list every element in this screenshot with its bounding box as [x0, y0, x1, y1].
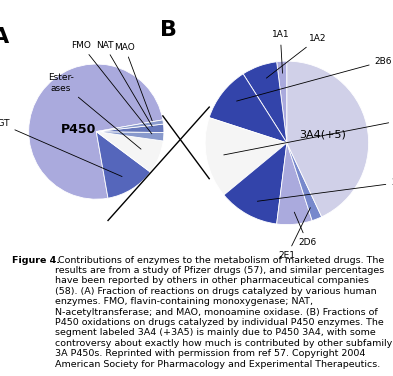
- Text: 2C19: 2C19: [257, 177, 393, 201]
- Text: 1A2: 1A2: [266, 34, 327, 78]
- Wedge shape: [96, 132, 164, 141]
- Text: Figure 4.: Figure 4.: [12, 256, 60, 265]
- Wedge shape: [96, 132, 151, 198]
- Text: NAT: NAT: [95, 41, 152, 126]
- Text: Ester-
ases: Ester- ases: [48, 73, 141, 149]
- Wedge shape: [205, 118, 287, 195]
- Wedge shape: [96, 124, 164, 133]
- Text: UGT: UGT: [0, 119, 122, 177]
- Wedge shape: [96, 132, 163, 172]
- Wedge shape: [224, 143, 287, 224]
- Text: A: A: [0, 27, 9, 47]
- Wedge shape: [287, 61, 369, 217]
- Text: 2D6: 2D6: [294, 212, 316, 247]
- Wedge shape: [287, 143, 322, 221]
- Wedge shape: [209, 74, 287, 143]
- Text: 3A4(+5): 3A4(+5): [299, 130, 346, 140]
- Text: 2E1: 2E1: [278, 208, 310, 260]
- Wedge shape: [243, 62, 287, 143]
- Wedge shape: [277, 143, 312, 224]
- Text: 2B6: 2B6: [237, 57, 392, 101]
- Text: 2C9: 2C9: [224, 115, 393, 155]
- Text: B: B: [160, 20, 177, 40]
- Text: MAO: MAO: [114, 42, 152, 121]
- Text: FMO: FMO: [72, 41, 152, 134]
- Text: P450: P450: [61, 123, 96, 135]
- Text: Contributions of enzymes to the metabolism of marketed drugs. The results are fr: Contributions of enzymes to the metaboli…: [55, 256, 392, 369]
- Text: 1A1: 1A1: [272, 30, 289, 73]
- Wedge shape: [277, 61, 287, 143]
- Wedge shape: [96, 120, 163, 132]
- Wedge shape: [29, 64, 163, 199]
